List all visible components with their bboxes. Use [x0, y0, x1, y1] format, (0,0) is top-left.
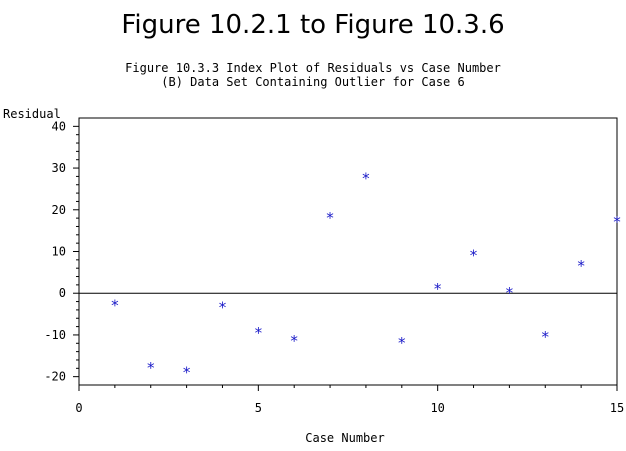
x-axis-label: Case Number	[305, 431, 384, 445]
data-point: *	[433, 280, 442, 298]
y-tick-label: 10	[52, 245, 66, 259]
data-point: *	[469, 247, 478, 265]
data-point: *	[612, 213, 621, 231]
x-tick-label: 10	[430, 401, 444, 415]
chart-subtitle: (B) Data Set Containing Outlier for Case…	[161, 75, 464, 89]
y-axis-label: Residual	[3, 107, 61, 121]
data-point: *	[326, 209, 335, 227]
x-tick-label: 5	[255, 401, 262, 415]
data-point: *	[361, 169, 370, 187]
data-point: *	[290, 332, 299, 350]
y-tick-label: 40	[52, 119, 66, 133]
data-point: *	[397, 334, 406, 352]
y-tick-label: 20	[52, 203, 66, 217]
page-title: Figure 10.2.1 to Figure 10.3.6	[121, 10, 504, 40]
data-point: *	[505, 284, 514, 302]
chart-title: Figure 10.3.3 Index Plot of Residuals vs…	[125, 61, 501, 75]
data-point: *	[541, 328, 550, 346]
y-tick-label: -10	[44, 328, 66, 342]
y-axis: -20 -10 0 10 20 30 40	[44, 119, 79, 384]
y-tick-label: 0	[59, 286, 66, 300]
data-point: *	[577, 257, 586, 275]
x-axis: 0 5 10 15	[75, 385, 624, 415]
data-point: *	[254, 324, 263, 342]
data-point: *	[110, 297, 119, 315]
data-point: *	[182, 363, 191, 381]
x-tick-label: 15	[610, 401, 624, 415]
y-tick-label: -20	[44, 370, 66, 384]
x-tick-label: 0	[75, 401, 82, 415]
y-tick-label: 30	[52, 161, 66, 175]
data-points: * * * * * * * * * * * * * * *	[110, 169, 621, 381]
data-point: *	[218, 299, 227, 317]
data-point: *	[146, 359, 155, 377]
plot-area-frame	[78, 117, 618, 386]
